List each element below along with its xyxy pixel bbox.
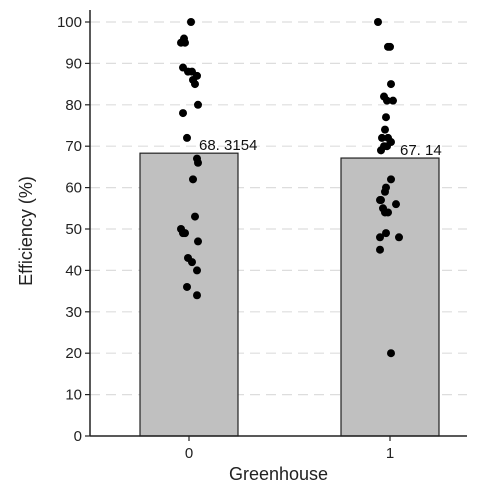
data-point xyxy=(194,158,202,167)
data-point xyxy=(386,42,394,51)
data-point xyxy=(194,100,202,109)
y-axis-title: Efficiency (%) xyxy=(16,176,36,286)
axes xyxy=(89,10,467,437)
data-point xyxy=(387,349,395,358)
data-point xyxy=(187,18,195,26)
data-point xyxy=(381,125,389,134)
y-tick-label: 20 xyxy=(65,345,82,362)
bar-value-label: 67. 14 xyxy=(400,142,442,159)
data-point xyxy=(382,229,390,238)
data-point xyxy=(387,175,395,184)
y-tick-label: 90 xyxy=(65,55,82,72)
y-tick-label: 100 xyxy=(57,14,82,31)
y-tick-label: 10 xyxy=(65,387,82,404)
bar xyxy=(139,152,239,437)
data-point xyxy=(376,245,384,254)
bar xyxy=(340,157,440,437)
data-point xyxy=(387,80,395,89)
x-tick-label: 0 xyxy=(185,445,193,462)
bar-value-labels: 68. 3154 67. 14 xyxy=(199,137,442,159)
data-point xyxy=(374,18,382,26)
data-point xyxy=(377,146,385,155)
data-point xyxy=(191,212,199,221)
y-tick-label: 80 xyxy=(65,97,82,114)
bars xyxy=(139,152,440,437)
data-point xyxy=(191,80,199,89)
data-point xyxy=(395,233,403,242)
x-tick-label: 1 xyxy=(386,445,394,462)
data-point xyxy=(183,282,191,291)
data-point xyxy=(194,237,202,246)
data-point xyxy=(193,266,201,275)
data-point xyxy=(381,187,389,196)
data-point xyxy=(376,233,384,242)
y-tick-label: 60 xyxy=(65,180,82,197)
data-point xyxy=(179,229,187,238)
bar-value-label: 68. 3154 xyxy=(199,137,257,154)
y-tick-label: 0 xyxy=(74,428,82,445)
data-point xyxy=(378,133,386,142)
data-point xyxy=(392,200,400,209)
y-tick-labels: 0 10 20 30 40 50 60 70 80 90 100 xyxy=(57,14,90,445)
data-point xyxy=(189,175,197,184)
y-tick-label: 40 xyxy=(65,262,82,279)
data-point xyxy=(188,258,196,267)
data-point xyxy=(177,38,185,47)
data-point xyxy=(383,96,391,105)
data-point xyxy=(183,133,191,142)
data-point xyxy=(389,96,397,105)
data-point xyxy=(382,113,390,122)
data-point xyxy=(377,196,385,205)
data-point xyxy=(384,208,392,217)
scatter-points xyxy=(177,18,403,358)
data-point xyxy=(179,109,187,118)
y-tick-label: 50 xyxy=(65,221,82,238)
y-tick-label: 70 xyxy=(65,138,82,155)
data-point xyxy=(193,291,201,300)
y-tick-label: 30 xyxy=(65,304,82,321)
x-axis-title: Greenhouse xyxy=(229,464,328,484)
